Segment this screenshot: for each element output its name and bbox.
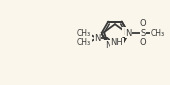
Text: NH: NH xyxy=(110,39,123,48)
Text: N: N xyxy=(125,29,132,38)
Text: N: N xyxy=(94,34,101,43)
Text: CH₃: CH₃ xyxy=(77,29,91,38)
Text: O: O xyxy=(140,39,146,48)
Text: N: N xyxy=(123,28,129,37)
Text: CH₃: CH₃ xyxy=(150,29,165,38)
Text: N: N xyxy=(105,41,111,50)
Text: O: O xyxy=(140,19,146,28)
Text: CH₃: CH₃ xyxy=(77,39,91,48)
Text: S: S xyxy=(140,29,146,38)
